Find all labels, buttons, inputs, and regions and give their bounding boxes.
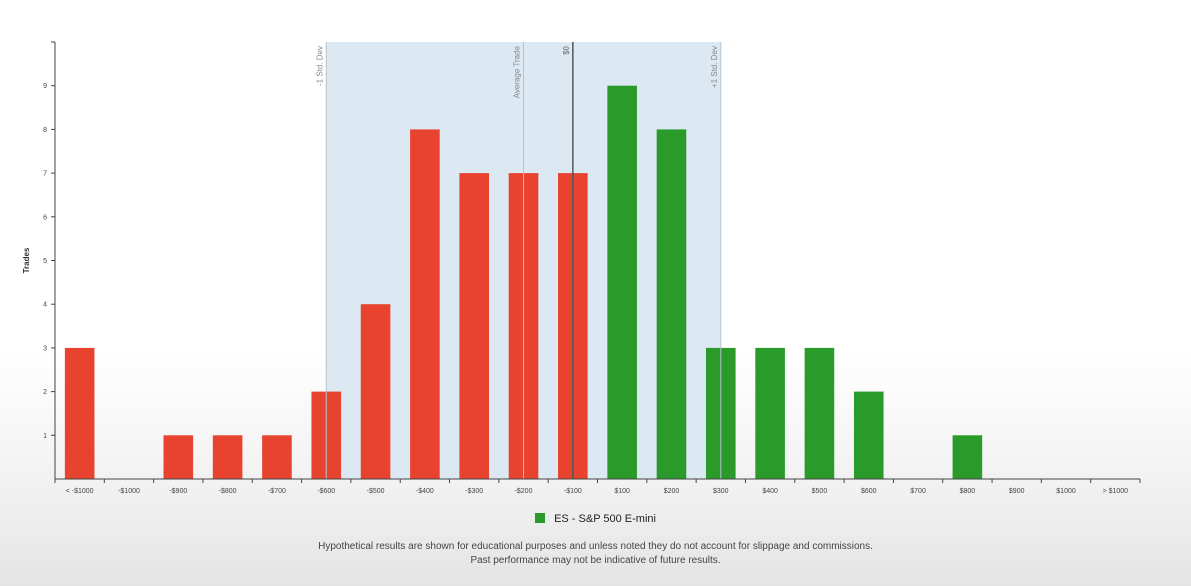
marker-label-2: $0 — [562, 45, 571, 54]
x-tick-label-12: $200 — [664, 488, 680, 495]
y-tick-label-8: 8 — [43, 127, 47, 134]
x-tick-label-6: -$500 — [367, 488, 385, 495]
x-tick-label-11: $100 — [614, 488, 630, 495]
x-tick-label-0: < -$1000 — [66, 488, 94, 495]
bar-14 — [755, 347, 785, 479]
bar-3 — [212, 435, 243, 479]
x-tick-label-4: -$700 — [268, 488, 286, 495]
x-tick-label-7: -$400 — [416, 488, 434, 495]
disclaimer-line-2: Past performance may not be indicative o… — [470, 555, 721, 566]
y-tick-label-7: 7 — [43, 171, 47, 178]
y-tick-label-2: 2 — [43, 389, 47, 396]
x-tick-label-19: $900 — [1009, 488, 1025, 495]
x-tick-label-1: -$1000 — [118, 488, 140, 495]
y-tick-label-1: 1 — [43, 433, 47, 440]
x-tick-label-9: -$200 — [515, 488, 533, 495]
x-tick-label-13: $300 — [713, 488, 729, 495]
x-tick-label-5: -$600 — [317, 488, 335, 495]
marker-label-1: Average Trade — [513, 45, 522, 98]
disclaimer: Hypothetical results are shown for educa… — [0, 540, 1191, 568]
pl-distribution-chart: -1 Std. Dev Average Trade $0 +1 Std. Dev 1 2 3… — [22, 41, 1141, 495]
bar-15 — [804, 347, 835, 479]
bar-6 — [360, 304, 391, 479]
x-tick-label-15: $500 — [812, 488, 828, 495]
marker-label-0: -1 Std. Dev — [315, 46, 324, 86]
x-tick-label-20: $1000 — [1056, 488, 1076, 495]
disclaimer-line-1: Hypothetical results are shown for educa… — [318, 541, 873, 552]
y-tick-label-6: 6 — [43, 214, 47, 221]
x-tick-label-3: -$800 — [219, 488, 237, 495]
x-tick-label-18: $800 — [960, 488, 976, 495]
bar-4 — [262, 435, 292, 479]
x-tick-label-10: -$100 — [564, 488, 582, 495]
bar-0 — [64, 347, 95, 479]
bar-7 — [410, 129, 440, 479]
legend-label: ES - S&P 500 E-mini — [554, 513, 656, 525]
x-tick-label-21: > $1000 — [1103, 488, 1129, 495]
x-tick-label-14: $400 — [762, 488, 778, 495]
bar-16 — [853, 391, 884, 479]
bar-8 — [459, 173, 489, 479]
y-tick-label-9: 9 — [43, 83, 47, 90]
x-tick-label-16: $600 — [861, 488, 877, 495]
legend: ES - S&P 500 E-mini — [0, 513, 1191, 525]
y-axis-title: Trades — [22, 247, 31, 273]
marker-label-3: +1 Std. Dev — [710, 46, 719, 88]
x-tick-label-8: -$300 — [465, 488, 483, 495]
x-tick-label-2: -$900 — [169, 488, 187, 495]
bar-12 — [656, 129, 687, 479]
bar-18 — [952, 435, 983, 479]
x-tick-label-17: $700 — [910, 488, 926, 495]
y-tick-label-5: 5 — [43, 258, 47, 265]
bar-11 — [607, 85, 637, 479]
y-tick-label-3: 3 — [43, 345, 47, 352]
legend-swatch — [535, 513, 546, 523]
y-tick-label-4: 4 — [43, 302, 47, 309]
bar-2 — [163, 435, 194, 479]
